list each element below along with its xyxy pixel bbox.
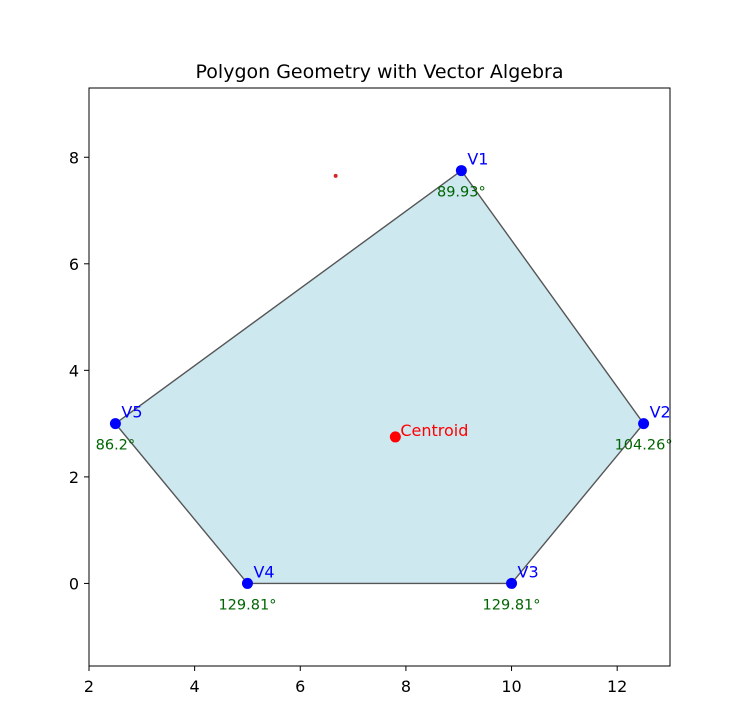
x-tick-label: 10 xyxy=(501,677,521,696)
vertex-angle-3: 129.81° xyxy=(483,597,541,613)
axes-frame xyxy=(88,87,671,667)
centroid-label: Centroid xyxy=(400,421,468,440)
vertex-angle-5: 86.2° xyxy=(96,438,136,454)
vertex-label-3: V3 xyxy=(518,562,539,581)
y-tick-label: 4 xyxy=(69,361,79,380)
vertex-label-5: V5 xyxy=(121,403,142,422)
x-tick-label: 2 xyxy=(84,677,94,696)
polygon-shape xyxy=(114,169,645,585)
vertex-label-1: V1 xyxy=(467,150,488,169)
extra-point xyxy=(333,173,338,178)
plot-area: V1 89.93° V2 104.26° V3 129.81° V4 129.81° V5 86.… xyxy=(96,150,673,614)
vertex-angle-2: 104.26° xyxy=(615,438,673,454)
centroid-point xyxy=(389,431,401,443)
vertex-point-3 xyxy=(506,577,518,589)
vertex-angle-4: 129.81° xyxy=(218,597,276,613)
x-tick-label: 8 xyxy=(401,677,411,696)
axes: 2 4 6 8 10 12 0 2 4 6 8 xyxy=(69,87,671,696)
vertex-label-4: V4 xyxy=(253,562,274,581)
vertex-point-1 xyxy=(455,165,467,177)
vertex-point-2 xyxy=(638,418,650,430)
vertex-angle-1: 89.93° xyxy=(437,185,486,201)
y-tick-label: 6 xyxy=(69,255,79,274)
x-tick-label: 12 xyxy=(607,677,627,696)
vertex-point-5 xyxy=(109,418,121,430)
y-tick-label: 8 xyxy=(69,148,79,167)
vertex-point-4 xyxy=(241,577,253,589)
y-tick-label: 2 xyxy=(69,468,79,487)
x-tick-label: 4 xyxy=(190,677,200,696)
chart-title: Polygon Geometry with Vector Algebra xyxy=(196,61,564,83)
y-tick-label: 0 xyxy=(69,574,79,593)
x-tick-label: 6 xyxy=(295,677,305,696)
vertex-label-2: V2 xyxy=(650,403,671,422)
